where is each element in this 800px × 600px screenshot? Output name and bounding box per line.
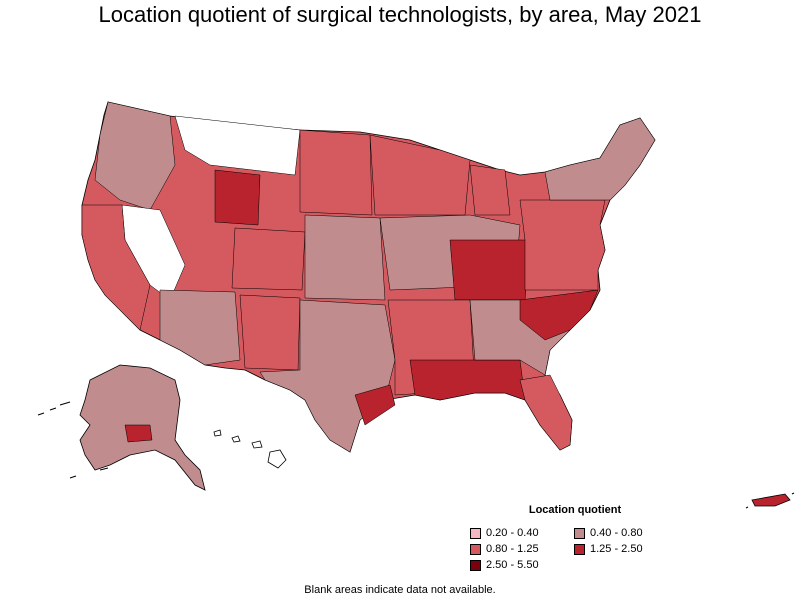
hawaii-maui xyxy=(251,440,263,449)
region-northwest xyxy=(94,101,176,211)
legend-label-0-40-0-80: 0.40 - 0.80 xyxy=(590,527,643,539)
region-florida xyxy=(519,374,573,451)
region-california xyxy=(81,204,151,331)
legend-swatch-2-50-5-50 xyxy=(470,559,481,571)
legend-swatch-1-25-2-50 xyxy=(574,543,585,555)
legend-swatch-0-20-0-40 xyxy=(470,527,481,539)
legend: Location quotient 0.20 - 0.40 0.40 - 0.8… xyxy=(470,504,690,572)
legend-swatch-0-40-0-80 xyxy=(574,527,585,539)
hawaii-big-island xyxy=(267,449,287,469)
region-new-mexico xyxy=(239,294,301,371)
region-gulf-coast xyxy=(409,359,526,401)
legend-label-0-80-1-25: 0.80 - 1.25 xyxy=(486,543,539,555)
map-title: Location quotient of surgical technologi… xyxy=(98,2,702,27)
footnote: Blank areas indicate data not available. xyxy=(304,584,496,596)
region-southwest xyxy=(159,289,241,366)
region-plains xyxy=(304,214,386,301)
region-wyoming xyxy=(214,169,261,226)
legend-label-2-50-5-50: 2.50 - 5.50 xyxy=(486,559,539,571)
alaska-south-region xyxy=(124,424,153,443)
region-montana-blank xyxy=(174,115,301,176)
puerto-rico xyxy=(745,492,795,509)
legend-item-2-50-5-50: 2.50 - 5.50 xyxy=(470,558,574,572)
alaska xyxy=(37,364,206,491)
legend-label-0-20-0-40: 0.20 - 0.40 xyxy=(486,527,539,539)
legend-swatch-0-80-1-25 xyxy=(470,543,481,555)
legend-grid: 0.20 - 0.40 0.40 - 0.80 0.80 - 1.25 1.25… xyxy=(470,526,690,572)
hawaii-oahu xyxy=(231,435,241,443)
legend-item-0-40-0-80: 0.40 - 0.80 xyxy=(574,526,678,540)
region-dakotas xyxy=(299,129,373,216)
legend-title: Location quotient xyxy=(528,504,622,516)
region-ohio-valley xyxy=(449,239,531,301)
puerto-rico-islets xyxy=(745,492,795,509)
region-new-england xyxy=(544,117,656,201)
region-texas-gulf xyxy=(354,384,396,426)
hawaii-kauai xyxy=(213,429,222,437)
hawaii xyxy=(213,429,287,469)
legend-item-0-80-1-25: 0.80 - 1.25 xyxy=(470,542,574,556)
legend-item-0-20-0-40: 0.20 - 0.40 xyxy=(470,526,574,540)
region-shading xyxy=(81,101,656,453)
legend-label-1-25-2-50: 1.25 - 2.50 xyxy=(590,543,643,555)
region-mid-atlantic xyxy=(519,199,606,291)
region-michigan xyxy=(469,164,511,216)
alaska-island-chain xyxy=(37,401,109,479)
region-upper-midwest xyxy=(369,134,471,216)
legend-item-1-25-2-50: 1.25 - 2.50 xyxy=(574,542,678,556)
region-colorado xyxy=(231,227,306,291)
puerto-rico-shape xyxy=(751,493,791,507)
